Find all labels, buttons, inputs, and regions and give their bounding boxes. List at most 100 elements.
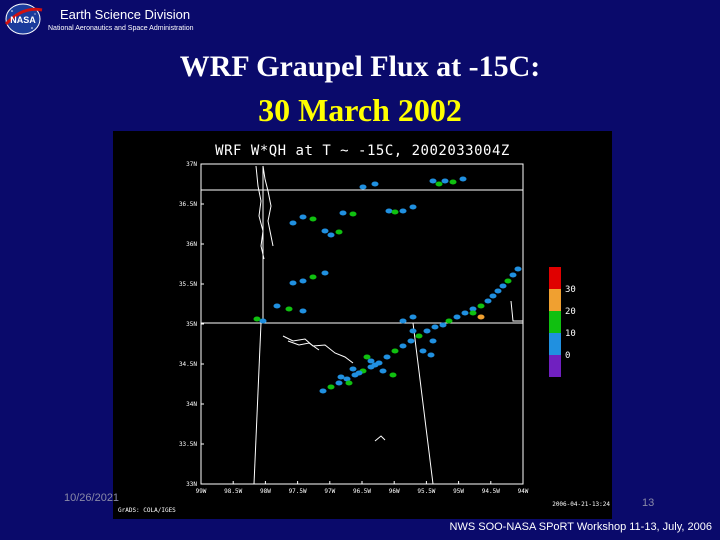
longitude-label: 97.5W [289,488,307,495]
graupel-cell [423,328,431,334]
longitude-label: 95.5W [417,488,435,495]
latitude-label: 36.5N [179,201,197,208]
graupel-cell [469,310,477,316]
slide-title: WRF Graupel Flux at -15C: [179,50,541,83]
graupel-cell [399,208,407,214]
plot-title: WRF W*QH at T ~ -15C, 2002033004Z [215,143,510,159]
longitude-label: 96.5W [353,488,371,495]
graupel-cell [477,303,485,309]
graupel-cell [391,209,399,215]
graupel-cell [419,348,427,354]
longitude-labels: 99W 98.5W 98W 97.5W 97W 96.5W 96W 95.5W 95W 94.5W… [196,481,529,495]
graupel-cell [321,270,329,276]
graupel-cell [319,388,327,394]
graupel-cell [439,322,447,328]
graupel-cell [335,229,343,235]
colorbar-label: 20 [565,307,576,317]
graupel-cell [453,314,461,320]
latitude-label: 35N [186,321,197,328]
latitude-label: 35.5N [179,281,197,288]
graupel-cell [427,352,435,358]
nasa-logo-text: NASA [10,15,36,25]
colorbar-swatch [549,267,561,289]
nasa-logo: NASA [2,2,44,36]
graupel-cell [477,314,485,320]
latitude-labels: 37N 36.5N 36N 35.5N 35N 34.5N 34N 33.5N 33N [179,161,204,488]
state-boundary [510,300,523,322]
lake-outline [374,435,386,442]
longitude-label: 94W [518,488,529,495]
longitude-label: 95W [453,488,464,495]
graupel-cell [327,232,335,238]
state-boundary [253,322,262,485]
graupel-flux-field [253,176,522,394]
graupel-cell [335,380,343,386]
graupel-cell [359,184,367,190]
colorbar-swatch [549,289,561,311]
graupel-cell [445,318,453,324]
graupel-cell [389,372,397,378]
graupel-cell [399,318,407,324]
graupel-cell [343,376,351,382]
graupel-cell [489,293,497,299]
graupel-cell [429,338,437,344]
colorbar-swatch [549,333,561,355]
state-boundary [412,322,434,485]
graupel-cell [383,354,391,360]
longitude-label: 94.5W [482,488,500,495]
latitude-label: 33N [186,481,197,488]
longitude-label: 98W [260,488,271,495]
graupel-cell [371,181,379,187]
map-frame [200,163,524,485]
graupel-cell [299,214,307,220]
graupel-cell [349,211,357,217]
graupel-flux-map: 37N 36.5N 36N 35.5N 35N 34.5N 34N 33.5N 33N 99W 9… [113,131,612,519]
plot-credit-right: 2006-04-21-13:24 [552,501,610,508]
org-subtitle: National Aeronautics and Space Administr… [48,25,194,32]
graupel-cell [514,266,522,272]
org-title: Earth Science Division [60,7,191,22]
graupel-cell [461,310,469,316]
longitude-label: 99W [196,488,207,495]
graupel-cell [409,328,417,334]
graupel-cell [431,324,439,330]
graupel-cell [285,306,293,312]
graupel-cell [435,181,443,187]
graupel-cell [379,368,387,374]
graupel-cell [469,306,477,312]
graupel-cell [429,178,437,184]
latitude-label: 37N [186,161,197,168]
colorbar-label: 10 [565,329,576,339]
workshop-credit: NWS SOO-NASA SPoRT Workshop 11-13, July,… [449,521,712,533]
graupel-cell [259,318,267,324]
longitude-label: 97W [324,488,335,495]
colorbar-label: 30 [565,285,576,295]
colorbar-swatch [549,311,561,333]
graupel-cell [415,333,423,339]
graupel-cell [309,274,317,280]
graupel-cell [309,216,317,222]
colorbar-swatch [549,355,561,377]
graupel-cell [441,178,449,184]
river-line [287,340,320,351]
graupel-cell [253,316,261,322]
graupel-cell [459,176,467,182]
graupel-cell [385,208,393,214]
graupel-cell [449,179,457,185]
graupel-cell [349,366,357,372]
graupel-cell [273,303,281,309]
graupel-cell [407,338,415,344]
graupel-cell [409,204,417,210]
graupel-cell [399,343,407,349]
footer-date: 10/26/2021 [64,492,120,504]
graupel-cell [371,362,379,368]
graupel-cell [327,384,335,390]
river-line [262,165,274,247]
graupel-cell [337,374,345,380]
graupel-cell [391,348,399,354]
latitude-label: 34.5N [179,361,197,368]
graupel-cell [299,308,307,314]
latitude-label: 34N [186,401,197,408]
graupel-cell [499,283,507,289]
page-number: 13 [642,497,655,509]
